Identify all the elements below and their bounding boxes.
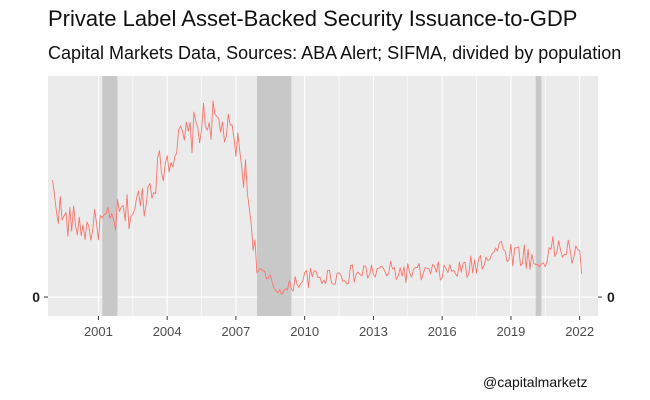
recession-band [257,76,292,316]
plot-panel [48,76,598,316]
x-tick-label: 2004 [153,324,182,339]
y-tick-label-right: 0 [607,289,615,305]
x-tick-label: 2019 [496,324,525,339]
chart-subtitle: Capital Markets Data, Sources: ABA Alert… [48,43,622,63]
credit-text: @capitalmarketz [483,374,588,390]
x-tick-label: 2016 [428,324,457,339]
x-tick-label: 2013 [359,324,388,339]
recession-band [102,76,118,316]
recession-shading [102,76,542,316]
x-tick-label: 2001 [84,324,113,339]
x-tick-label: 2010 [290,324,319,339]
series-line [52,100,583,296]
recession-band [535,76,542,316]
x-tick-label: 2022 [565,324,594,339]
x-tick-label: 2007 [221,324,250,339]
axes: 2001 2004 2007 2010 2013 2016 2019 2022 0 0 [32,289,615,339]
chart-title: Private Label Asset-Backed Security Issu… [48,6,578,31]
y-tick-label-left: 0 [32,289,40,305]
